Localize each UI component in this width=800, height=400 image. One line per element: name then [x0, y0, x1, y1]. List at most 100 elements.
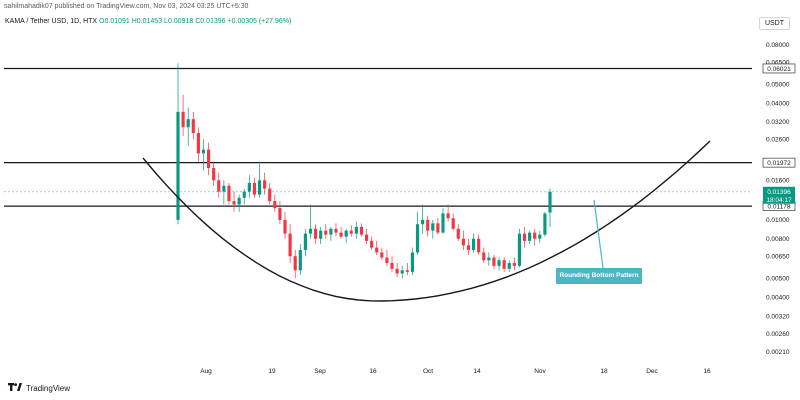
- candle-body: [502, 260, 506, 269]
- candle-body: [212, 168, 216, 181]
- candle: [492, 254, 496, 269]
- candle-body: [456, 228, 460, 239]
- candle-body: [431, 223, 435, 231]
- candle-body: [273, 201, 277, 209]
- candle: [283, 211, 287, 239]
- currency-badge[interactable]: USDT: [758, 17, 790, 30]
- candle: [201, 139, 206, 171]
- price-tick: 0.01000: [766, 217, 790, 224]
- date-tick: 18: [600, 368, 608, 375]
- candle-body: [329, 228, 333, 235]
- candle: [441, 208, 445, 234]
- candle-body: [477, 238, 481, 253]
- rounding-bottom-callout: Rounding Bottom Pattern: [556, 268, 642, 284]
- publisher-line: sahilmahadik07 published on TradingView.…: [4, 3, 249, 10]
- candle-body: [206, 149, 211, 169]
- candle-body: [441, 213, 445, 233]
- candle: [421, 204, 425, 234]
- change-value: +0.00305 (+27.96%): [227, 18, 292, 25]
- level-tag-mid: 0.01972: [767, 160, 791, 167]
- open-value: O0.01091: [99, 18, 130, 25]
- candle: [257, 161, 262, 198]
- candle-body: [227, 185, 231, 202]
- candle: [471, 233, 476, 253]
- candle-body: [186, 119, 190, 128]
- candle-body: [548, 191, 552, 213]
- candle: [375, 240, 379, 255]
- price-tick: 0.00500: [766, 276, 790, 283]
- candle: [196, 127, 200, 162]
- candle-body: [303, 233, 307, 250]
- tradingview-brand: TradingView: [26, 383, 71, 393]
- candle-body: [196, 133, 200, 154]
- candle-body: [176, 111, 180, 220]
- candle: [319, 226, 323, 245]
- candle-body: [364, 234, 369, 241]
- candle-body: [308, 228, 313, 234]
- candle: [548, 188, 552, 228]
- candle: [217, 172, 221, 198]
- level-tag-top: 0.06021: [767, 66, 791, 73]
- candle-body: [319, 230, 323, 239]
- candle-body: [375, 247, 379, 253]
- candle-body: [512, 262, 516, 266]
- candle: [528, 230, 532, 245]
- candle: [303, 228, 307, 257]
- close-value: C0.01396: [195, 18, 226, 25]
- candle: [533, 228, 537, 246]
- candle-body: [324, 230, 328, 235]
- candle-body: [528, 232, 532, 241]
- candle: [370, 236, 374, 250]
- candle: [263, 172, 267, 195]
- symbol-name[interactable]: KAMA / Tether USD, 1D, HTX: [5, 18, 98, 25]
- candle-body: [339, 232, 343, 237]
- candle: [308, 204, 313, 239]
- rounding-bottom-curve[interactable]: [142, 140, 711, 302]
- candle-body: [390, 262, 394, 269]
- candle: [451, 213, 455, 231]
- candle-body: [410, 252, 414, 272]
- candle-body: [522, 233, 527, 241]
- high-value: H0.01453: [131, 18, 163, 25]
- last-price-tag-box: [763, 186, 795, 204]
- candle: [543, 211, 547, 237]
- candle: [410, 247, 414, 276]
- candle: [334, 223, 338, 237]
- candle-body: [380, 252, 384, 258]
- symbol-legend: KAMA / Tether USD, 1D, HTX O0.01091 H0.0…: [5, 17, 291, 27]
- candle: [298, 244, 302, 276]
- candle: [242, 188, 246, 205]
- candle-body: [247, 182, 251, 192]
- candle: [446, 204, 450, 222]
- candle: [247, 175, 251, 198]
- date-tick: 14: [473, 368, 481, 375]
- candle-body: [298, 249, 302, 271]
- tradingview-logo[interactable]: TradingView: [8, 383, 70, 394]
- candle-body: [334, 228, 338, 233]
- candle: [522, 226, 527, 248]
- price-tick: 0.00400: [766, 295, 790, 302]
- date-tick: 16: [369, 368, 377, 375]
- candle: [293, 249, 297, 279]
- candle: [390, 256, 394, 272]
- candle: [415, 211, 420, 255]
- level-tag-support: 0.01178: [767, 203, 790, 210]
- candle-body: [385, 257, 389, 263]
- date-tick: Nov: [534, 368, 546, 375]
- candle-body: [191, 119, 195, 134]
- candle-body: [446, 213, 450, 219]
- candle-body: [507, 262, 511, 269]
- candle-body: [538, 234, 542, 239]
- candle-body: [543, 213, 547, 235]
- candle-body: [517, 233, 522, 266]
- candle-body: [252, 182, 257, 195]
- candle: [222, 180, 226, 205]
- candle: [426, 215, 430, 237]
- candle: [487, 252, 491, 266]
- candle-body: [370, 240, 374, 248]
- candle-body: [293, 256, 297, 271]
- candle: [206, 142, 211, 176]
- candle: [512, 257, 516, 271]
- price-tick: 0.00320: [766, 313, 790, 320]
